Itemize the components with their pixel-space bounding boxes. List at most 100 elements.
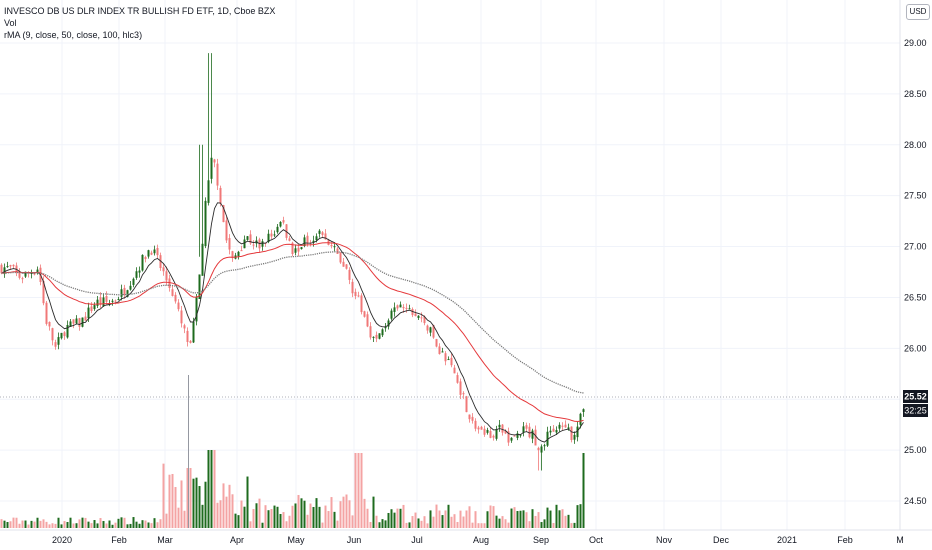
volume-bar	[351, 515, 354, 528]
volume-bar	[144, 520, 147, 528]
volume-bar	[231, 494, 234, 528]
candle-body	[207, 180, 210, 203]
candle-body	[78, 318, 81, 327]
candle-body	[294, 248, 297, 253]
candle-body	[186, 330, 189, 342]
last-price-value: 25.52	[904, 392, 927, 402]
candle-body	[471, 416, 474, 421]
volume-bar	[324, 505, 327, 528]
candle-body	[345, 264, 348, 269]
candle-body	[429, 327, 432, 333]
candle-body	[441, 351, 444, 353]
volume-bar	[552, 523, 555, 528]
volume-bar	[264, 505, 267, 528]
candle-body	[96, 299, 99, 306]
ma-fast-line	[1, 202, 584, 443]
volume-bar	[348, 500, 351, 528]
volume-bar	[315, 498, 318, 528]
currency-button[interactable]: USD	[906, 4, 930, 20]
volume-bar	[138, 523, 141, 528]
symbol-title[interactable]: INVESCO DB US DLR INDEX TR BULLISH FD ET…	[4, 6, 276, 16]
candle-body	[420, 317, 423, 319]
candle-body	[558, 424, 561, 429]
volume-bar	[483, 523, 486, 528]
volume-indicator-label[interactable]: Vol	[4, 18, 17, 28]
candle-body	[147, 250, 150, 257]
time-tick-label: Jun	[347, 535, 362, 545]
price-tick-label: 26.00	[904, 343, 927, 353]
volume-bar	[72, 523, 75, 528]
candle-body	[60, 332, 63, 339]
candle-body	[372, 336, 375, 338]
candle-body	[312, 240, 315, 243]
candle-body	[342, 261, 345, 267]
volume-bar	[111, 524, 114, 528]
volume-bar	[444, 510, 447, 528]
volume-bar	[537, 512, 540, 528]
time-tick-label: Feb	[111, 535, 127, 545]
volume-bar	[78, 519, 81, 528]
rma-indicator-label[interactable]: rMA (9, close, 50, close, 100, hlc3)	[4, 30, 143, 40]
volume-bar	[357, 453, 360, 528]
volume-bar	[486, 511, 489, 528]
candle-body	[318, 230, 321, 234]
candle-body	[252, 244, 255, 246]
candle-body	[285, 224, 288, 238]
price-axis[interactable]: 29.0028.5028.0027.5027.0026.5026.0025.50…	[904, 38, 927, 506]
candle-body	[63, 332, 66, 337]
volume-bar	[33, 521, 36, 528]
time-tick-label: Dec	[713, 535, 730, 545]
volume-bar	[414, 512, 417, 528]
volume-bar	[477, 523, 480, 528]
volume-bar	[171, 473, 174, 528]
volume-bar	[300, 498, 303, 528]
candle-body	[453, 367, 456, 374]
candle-body	[192, 321, 195, 343]
volume-bar	[363, 498, 366, 528]
volume-bar	[369, 521, 372, 528]
candle-body	[573, 434, 576, 440]
volume-bar	[291, 505, 294, 528]
candle-body	[183, 325, 186, 329]
candle-body	[237, 251, 240, 257]
candle-body	[189, 340, 192, 343]
time-tick-label: 2020	[52, 535, 72, 545]
volume-bar	[96, 523, 99, 528]
price-tick-label: 25.00	[904, 445, 927, 455]
time-axis[interactable]: 2020 Feb Mar Apr May Jun Jul Aug Sep Oct Nov Dec 202…	[52, 535, 904, 545]
candle-body	[54, 342, 57, 347]
candle-body	[171, 289, 174, 296]
volume-bar	[450, 516, 453, 528]
volume-bar	[168, 474, 171, 528]
volume-bar	[534, 515, 537, 528]
volume-bar	[567, 514, 570, 528]
volume-bar	[294, 503, 297, 528]
candle-body	[3, 267, 6, 275]
volume-bar	[90, 523, 93, 528]
candle-body	[123, 287, 126, 296]
candle-body	[57, 337, 60, 345]
volume-bar	[222, 483, 225, 528]
volume-bar	[75, 523, 78, 528]
candle-body	[243, 239, 246, 249]
volume-bar	[405, 522, 408, 528]
candle-body	[84, 316, 87, 321]
candle-body	[435, 339, 438, 347]
volume-bar	[417, 518, 420, 528]
candlesticks	[0, 53, 585, 471]
candle-body	[15, 265, 18, 272]
candle-body	[132, 278, 135, 285]
volume-bar	[558, 510, 561, 528]
candle-body	[246, 236, 249, 240]
candle-body	[159, 255, 162, 269]
candle-body	[366, 314, 369, 327]
volume-bar	[198, 486, 201, 528]
volume-bar	[468, 506, 471, 528]
volume-bar	[150, 523, 153, 528]
candle-body	[270, 233, 273, 237]
candle-body	[555, 430, 558, 433]
volume-bar	[582, 453, 585, 528]
candle-body	[45, 302, 48, 324]
volume-bar	[114, 522, 117, 528]
